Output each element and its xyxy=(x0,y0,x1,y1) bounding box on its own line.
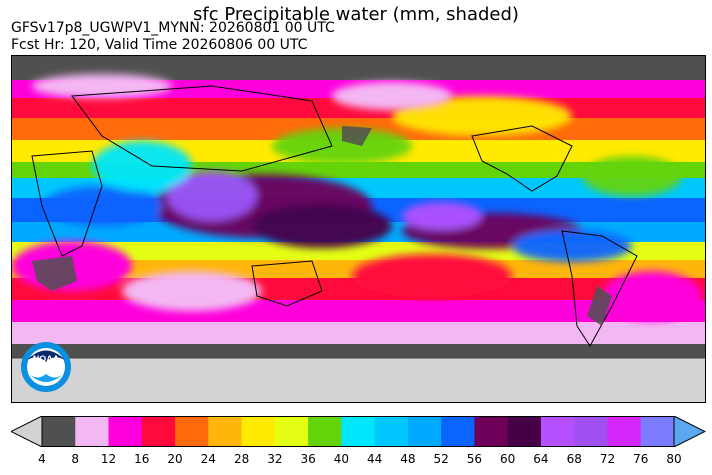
colorbar xyxy=(11,416,706,447)
colorbar-cell xyxy=(75,416,110,447)
colorbar-tick-label: 8 xyxy=(71,452,80,466)
colorbar-cell xyxy=(441,416,475,447)
colorbar-cell xyxy=(607,416,642,447)
colorbar-cell xyxy=(108,416,143,447)
eurasia-outline xyxy=(71,85,333,172)
colorbar-cell xyxy=(407,416,442,447)
colorbar-cell xyxy=(241,416,276,447)
noaa-logo: NOAA xyxy=(21,342,71,392)
colorbar-tick-label: 60 xyxy=(500,452,516,466)
colorbar-tick-label: 20 xyxy=(167,452,183,466)
colorbar-tick-label: 52 xyxy=(433,452,449,466)
map-field: NOAA xyxy=(12,56,705,402)
chart-title: sfc Precipitable water (mm, shaded) xyxy=(193,4,519,25)
colorbar-cell xyxy=(507,416,542,447)
colorbar-tick-label: 48 xyxy=(400,452,416,466)
colorbar-cell xyxy=(574,416,608,447)
colorbar-under-arrow xyxy=(11,416,43,447)
colorbar-tick-label: 80 xyxy=(666,452,682,466)
antarctica xyxy=(12,358,705,402)
south-america-outline xyxy=(561,230,638,347)
africa-outline xyxy=(31,150,103,257)
colorbar-cell xyxy=(274,416,309,447)
colorbar-tick-label: 72 xyxy=(599,452,616,466)
colorbar-over-arrow xyxy=(673,416,706,447)
coastlines xyxy=(12,85,705,359)
forecast-valid-time-label: Fcst Hr: 120, Valid Time 20260806 00 UTC xyxy=(11,37,308,53)
australia-outline xyxy=(251,260,323,307)
colorbar-cell xyxy=(374,416,409,447)
colorbar-cell xyxy=(474,416,509,447)
colorbar-tick-label: 56 xyxy=(466,452,483,466)
colorbar-tick-label: 16 xyxy=(134,452,150,466)
colorbar-tick-label: 12 xyxy=(100,452,117,466)
colorbar-cell xyxy=(208,416,243,447)
colorbar-cell xyxy=(42,416,76,447)
colorbar-tick-label: 24 xyxy=(200,452,216,466)
colorbar-cell xyxy=(640,416,675,447)
colorbar-tick-label: 68 xyxy=(566,452,582,466)
colorbar-tick-label: 76 xyxy=(633,452,649,466)
north-america-outline xyxy=(471,125,573,192)
colorbar-cell xyxy=(341,416,376,447)
colorbar-cell xyxy=(308,416,342,447)
colorbar-frame xyxy=(41,416,675,447)
colorbar-tick-label: 40 xyxy=(333,452,349,466)
colorbar-tick-label: 28 xyxy=(233,452,250,466)
colorbar-cell xyxy=(141,416,176,447)
colorbar-tick-label: 44 xyxy=(366,452,383,466)
precipitable-water-map: NOAA xyxy=(11,55,706,403)
colorbar-cell xyxy=(540,416,575,447)
colorbar-cell xyxy=(175,416,209,447)
colorbar-tick-label: 4 xyxy=(38,452,46,466)
colorbar-tick-label: 64 xyxy=(533,452,549,466)
colorbar-tick-label: 32 xyxy=(267,452,283,466)
noaa-logo-text: NOAA xyxy=(33,354,60,364)
colorbar-tick-label: 36 xyxy=(300,452,316,466)
model-run-label: GFSv17p8_UGWPV1_MYNN: 20260801 00 UTC xyxy=(11,20,335,36)
